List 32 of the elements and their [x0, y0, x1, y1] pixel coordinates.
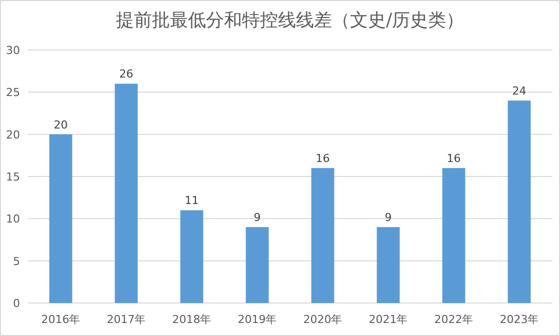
y-tick-label: 15 [6, 170, 20, 184]
y-tick-label: 5 [13, 254, 20, 268]
bar [508, 100, 531, 303]
data-label: 16 [316, 152, 330, 166]
y-tick-label: 10 [6, 212, 20, 226]
y-tick-label: 25 [6, 86, 20, 100]
data-label: 9 [254, 211, 261, 224]
x-tick-label: 2018年 [172, 313, 212, 326]
data-label: 20 [54, 118, 68, 132]
x-tick-label: 2021年 [368, 313, 408, 326]
data-label: 26 [119, 68, 134, 81]
chart-title: 提前批最低分和特控线线差（文史/历史类） [116, 10, 464, 31]
bar [442, 168, 466, 303]
x-tick-label: 2023年 [500, 313, 539, 326]
bar [376, 227, 400, 303]
y-tick-label: 20 [6, 128, 20, 142]
bar [311, 168, 334, 303]
data-label: 24 [512, 84, 526, 98]
y-tick-label: 30 [6, 44, 20, 57]
data-label: 11 [184, 194, 199, 208]
x-tick-label: 2019年 [238, 313, 277, 326]
data-label: 9 [384, 211, 392, 224]
x-tick-label: 2016年 [41, 313, 80, 326]
x-tick-label: 2017年 [106, 313, 146, 326]
x-tick-label: 2020年 [303, 313, 342, 326]
bar [246, 227, 269, 303]
bar [49, 134, 72, 303]
bar [180, 210, 204, 303]
y-tick-label: 0 [13, 297, 20, 310]
x-tick-label: 2022年 [434, 313, 474, 326]
bar [114, 84, 138, 303]
data-label: 16 [446, 152, 461, 166]
